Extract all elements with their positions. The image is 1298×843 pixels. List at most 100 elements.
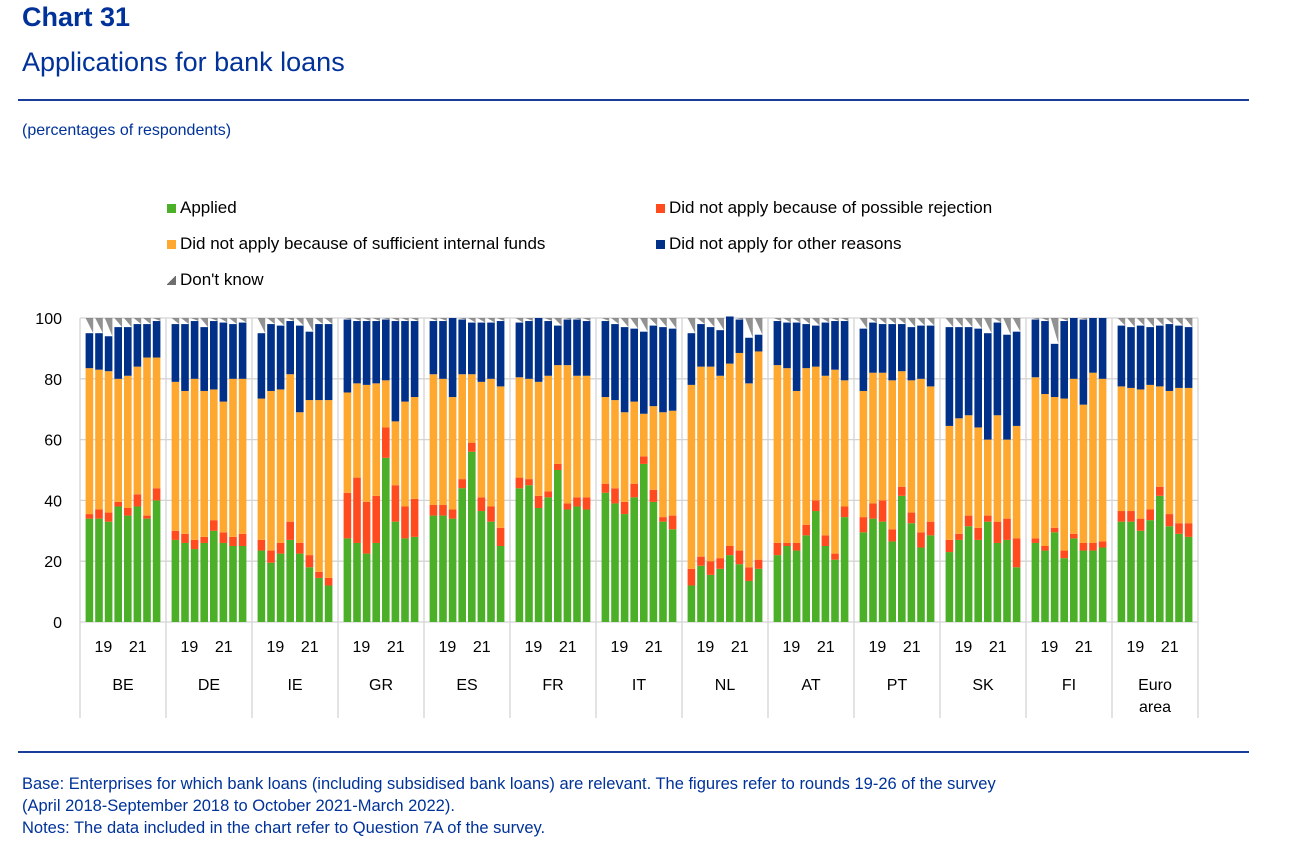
bar-segment-dontknow	[401, 318, 409, 322]
x-tick-label: 21	[645, 639, 663, 656]
bar-segment-dontknow	[783, 318, 791, 323]
bar-segment-other	[792, 322, 801, 391]
bar-segment-dontknow	[124, 318, 132, 328]
bar-segment-rejection	[171, 530, 180, 540]
bar-segment-applied	[926, 535, 935, 622]
bar-segment-other	[573, 319, 581, 376]
bar-segment-other	[171, 324, 180, 382]
bar-segment-dontknow	[898, 318, 906, 325]
header-rule	[18, 99, 1249, 101]
bar-segment-other	[496, 321, 505, 387]
group-label: Euro	[1138, 677, 1172, 694]
bar-segment-applied	[659, 521, 667, 622]
bar-segment-dontknow	[773, 318, 782, 322]
bar-segment-internal	[1012, 425, 1021, 539]
bar-segment-internal	[898, 371, 906, 487]
bar-segment-dontknow	[888, 318, 896, 325]
bar-segment-internal	[859, 390, 868, 518]
legend-swatch-dontknow	[167, 275, 176, 285]
bar-segment-internal	[640, 413, 648, 457]
bar-segment-internal	[487, 378, 495, 507]
bar-segment-other	[448, 318, 457, 398]
bar-segment-dontknow	[468, 318, 476, 323]
bar-segment-applied	[324, 585, 333, 622]
bar-segment-applied	[401, 538, 409, 622]
bar-segment-internal	[401, 401, 409, 507]
bar-segment-applied	[802, 535, 810, 622]
y-tick-label: 60	[44, 433, 62, 450]
bar-segment-applied	[601, 492, 610, 622]
x-tick-label: 19	[783, 639, 801, 656]
bar-segment-internal	[831, 369, 839, 554]
bar-segment-other	[1136, 325, 1145, 390]
bar-segment-rejection	[974, 527, 982, 540]
bar-segment-other	[525, 321, 533, 379]
group-label: ES	[456, 677, 477, 694]
bar-segment-other	[554, 325, 562, 366]
bar-segment-rejection	[668, 515, 677, 530]
bar-segment-applied	[840, 517, 849, 622]
bar-segment-dontknow	[945, 318, 954, 328]
bar-segment-dontknow	[687, 318, 696, 334]
bar-segment-applied	[821, 546, 830, 622]
bar-segment-dontknow	[544, 318, 552, 322]
bar-segment-other	[1156, 325, 1164, 387]
bar-segment-rejection	[1165, 514, 1174, 527]
bar-segment-rejection	[276, 542, 285, 554]
bar-segment-rejection	[611, 488, 619, 504]
bar-segment-dontknow	[229, 318, 237, 325]
bar-segment-dontknow	[659, 318, 667, 328]
bar-segment-rejection	[620, 501, 629, 515]
bar-segment-dontknow	[907, 318, 916, 328]
bar-segment-other	[1060, 321, 1068, 399]
bar-segment-dontknow	[133, 318, 142, 325]
bar-segment-applied	[305, 567, 314, 622]
bar-segment-applied	[993, 542, 1002, 622]
bar-segment-rejection	[1089, 542, 1097, 551]
bar-segment-applied	[563, 509, 572, 622]
bar-segment-other	[984, 333, 992, 440]
bar-segment-internal	[716, 375, 724, 559]
x-tick-label: 19	[439, 639, 457, 656]
bar-segment-rejection	[439, 504, 447, 516]
bar-segment-internal	[802, 368, 810, 525]
bar-segment-dontknow	[515, 318, 524, 323]
bar-segment-internal	[1060, 398, 1068, 551]
bar-segment-internal	[1041, 394, 1049, 546]
bar-segment-internal	[735, 352, 744, 551]
group-label: area	[1139, 699, 1171, 716]
bar-segment-internal	[582, 375, 591, 498]
bar-segment-other	[563, 319, 572, 366]
bar-segment-other	[964, 327, 973, 416]
bar-segment-applied	[372, 542, 380, 622]
bar-segment-internal	[659, 412, 667, 518]
bar-segment-rejection	[726, 546, 734, 556]
y-tick-label: 20	[44, 554, 62, 571]
bar-segment-rejection	[1136, 518, 1145, 531]
x-tick-label: 21	[129, 639, 147, 656]
bar-segment-internal	[477, 381, 486, 498]
bar-segment-other	[726, 316, 734, 364]
bar-segment-applied	[859, 532, 868, 622]
bar-segment-dontknow	[554, 318, 562, 326]
bar-segment-applied	[888, 541, 896, 622]
bar-segment-dontknow	[305, 318, 314, 332]
bar-segment-other	[200, 327, 208, 391]
bar-segment-applied	[219, 542, 228, 622]
chart-subtitle: (percentages of respondents)	[22, 122, 232, 139]
chart-number: Chart 31	[22, 2, 131, 32]
bar-segment-applied	[1184, 536, 1193, 622]
bar-segment-dontknow	[802, 318, 810, 325]
bar-segment-dontknow	[955, 318, 963, 328]
bar-segment-other	[324, 324, 333, 401]
bar-segment-applied	[487, 521, 495, 622]
bar-segment-other	[821, 322, 830, 376]
x-tick-label: 19	[1041, 639, 1059, 656]
legend-item-other: Did not apply for other reasons	[656, 234, 901, 254]
bar-segment-other	[974, 328, 982, 428]
bar-segment-applied	[362, 553, 371, 622]
bar-segment-dontknow	[1041, 318, 1049, 322]
bar-segment-applied	[792, 550, 801, 622]
bar-segment-dontknow	[343, 318, 352, 320]
